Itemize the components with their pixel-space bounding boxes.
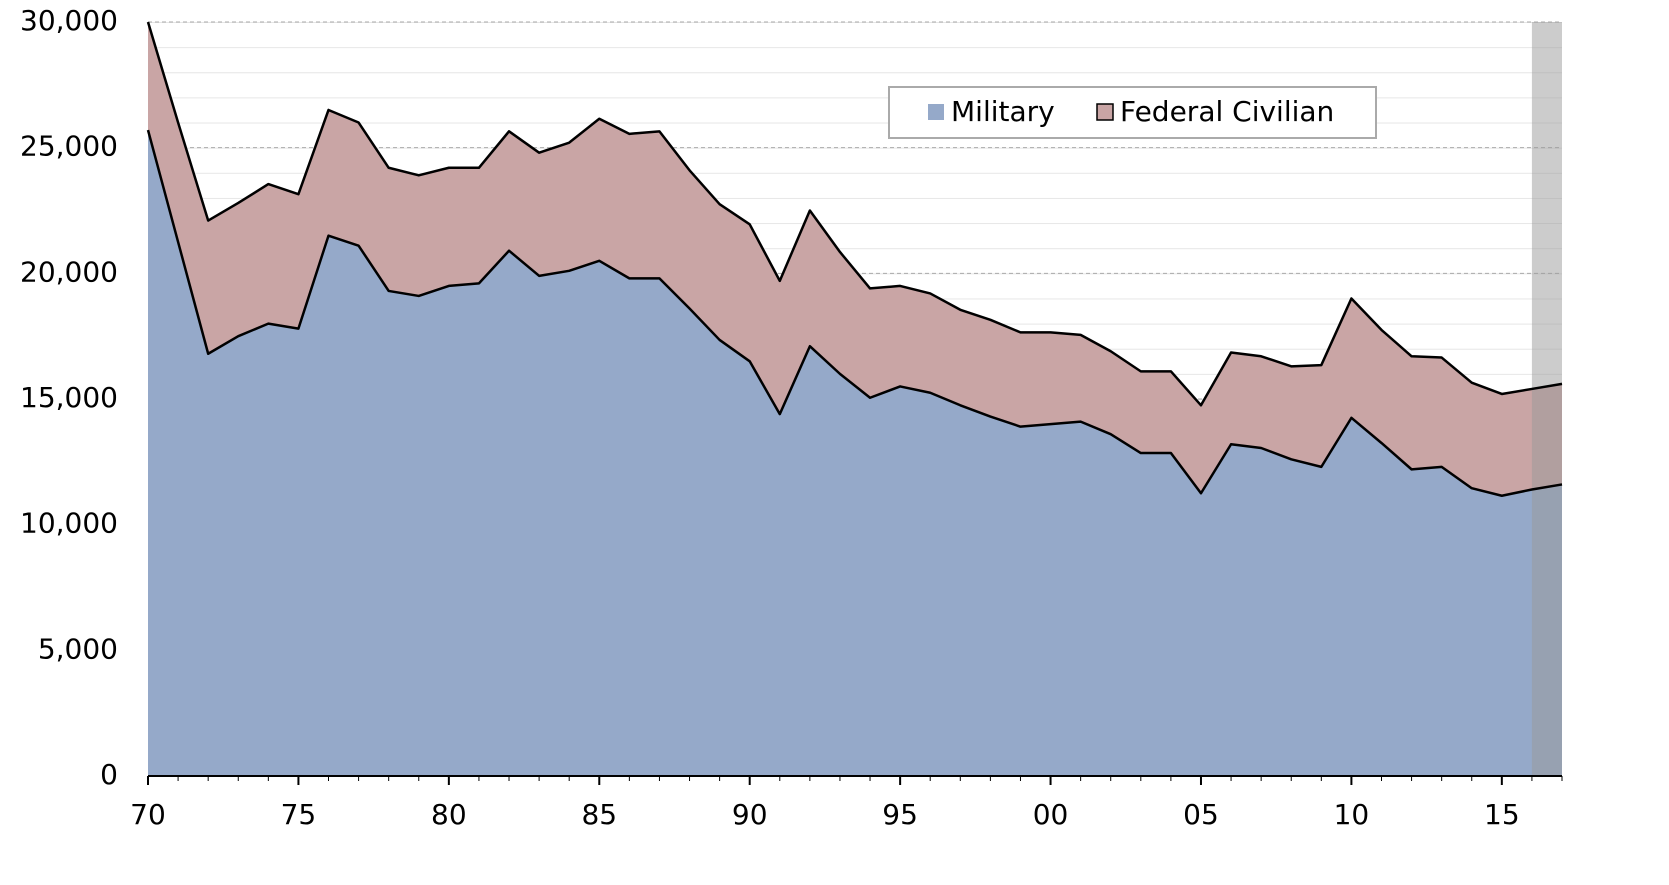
y-tick-label: 25,000 xyxy=(20,130,118,163)
legend-label: Military xyxy=(951,95,1055,128)
x-tick-label: 85 xyxy=(581,798,617,831)
y-tick-label: 20,000 xyxy=(20,255,118,288)
area-fill xyxy=(148,130,1562,776)
area-line xyxy=(146,129,1563,498)
highlight-band xyxy=(1531,22,1562,776)
y-tick-label: 0 xyxy=(100,758,118,791)
y-tick-label: 30,000 xyxy=(20,4,118,37)
x-tick-label: 00 xyxy=(1033,798,1069,831)
legend-swatch xyxy=(1096,103,1114,121)
y-tick-label: 5,000 xyxy=(38,632,118,665)
legend-box xyxy=(888,86,1377,139)
area-line xyxy=(146,21,1563,407)
x-tick-label: 80 xyxy=(431,798,467,831)
x-tick-label: 70 xyxy=(130,798,166,831)
y-tick-label: 10,000 xyxy=(20,507,118,540)
x-tick-label: 10 xyxy=(1334,798,1370,831)
x-tick-label: 05 xyxy=(1183,798,1219,831)
x-tick-label: 75 xyxy=(281,798,317,831)
legend-swatch xyxy=(928,104,944,120)
x-tick-label: 95 xyxy=(882,798,918,831)
legend-label: Federal Civilian xyxy=(1120,95,1334,128)
x-tick-label: 90 xyxy=(732,798,768,831)
x-tick-label: 15 xyxy=(1484,798,1520,831)
y-tick-label: 15,000 xyxy=(20,381,118,414)
